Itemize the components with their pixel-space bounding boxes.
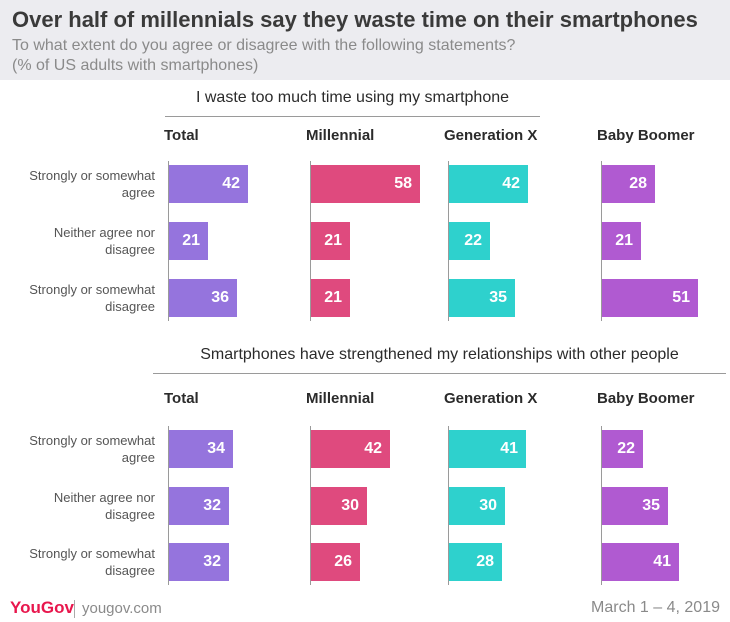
statement-title: I waste too much time using my smartphon…	[195, 89, 510, 106]
data-label: 42	[502, 175, 520, 192]
bar	[449, 279, 515, 317]
footer-divider	[74, 600, 75, 618]
group-axis	[448, 161, 449, 321]
group-axis	[310, 161, 311, 321]
bar	[602, 279, 698, 317]
data-label: 36	[211, 289, 229, 306]
bar	[169, 222, 208, 260]
bar	[602, 543, 679, 581]
bar	[449, 543, 502, 581]
data-label: 35	[489, 289, 507, 306]
data-label: 22	[464, 232, 482, 249]
statement-title: Smartphones have strengthened my relatio…	[200, 346, 679, 363]
statement-underline	[165, 116, 540, 117]
group-axis	[601, 426, 602, 585]
data-label: 42	[222, 175, 240, 192]
series-header: Generation X	[444, 127, 538, 144]
series-header: Baby Boomer	[597, 127, 695, 144]
data-label: 21	[324, 232, 342, 249]
statement-underline	[153, 373, 726, 374]
data-label: 30	[479, 497, 497, 514]
data-label: 21	[324, 289, 342, 306]
bar	[169, 487, 229, 525]
series-header: Generation X	[444, 390, 538, 407]
bar	[311, 222, 350, 260]
bar	[602, 165, 655, 203]
data-label: 26	[334, 553, 352, 570]
data-label: 58	[394, 175, 412, 192]
bar	[449, 487, 505, 525]
group-axis	[310, 426, 311, 585]
series-header: Total	[164, 390, 199, 407]
footer-date: March 1 – 4, 2019	[591, 599, 720, 616]
data-label: 21	[615, 232, 633, 249]
bar	[602, 222, 641, 260]
header-band: Over half of millennials say they waste …	[0, 0, 730, 80]
data-label: 32	[203, 497, 221, 514]
bar	[311, 487, 367, 525]
group-axis	[168, 161, 169, 321]
series-header: Millennial	[306, 127, 375, 144]
bar	[449, 222, 490, 260]
bar	[602, 487, 668, 525]
row-label: Strongly or somewhat agree	[29, 433, 155, 465]
row-label: Strongly or somewhat disagree	[29, 282, 155, 314]
data-label: 28	[629, 175, 647, 192]
bar	[169, 165, 248, 203]
data-label: 22	[617, 440, 635, 457]
bar	[311, 279, 350, 317]
bar	[311, 165, 420, 203]
bar	[169, 279, 237, 317]
chart-title: Over half of millennials say they waste …	[12, 7, 698, 32]
data-label: 41	[653, 553, 671, 570]
data-label: 51	[672, 289, 690, 306]
group-axis	[448, 426, 449, 585]
data-label: 41	[500, 440, 518, 457]
bar	[311, 543, 360, 581]
footer-url: yougov.com	[82, 600, 162, 617]
row-label: Neither agree nor disagree	[53, 490, 155, 522]
bar	[169, 543, 229, 581]
bar	[449, 165, 528, 203]
chart-subtitle: To what extent do you agree or disagree …	[12, 37, 516, 54]
series-header: Baby Boomer	[597, 390, 695, 407]
bar	[602, 430, 643, 468]
data-label: 28	[476, 553, 494, 570]
data-label: 32	[203, 553, 221, 570]
group-axis	[168, 426, 169, 585]
bar	[169, 430, 233, 468]
data-label: 42	[364, 440, 382, 457]
bar	[311, 430, 390, 468]
yougov-logo: YouGov	[10, 598, 74, 617]
data-label: 21	[182, 232, 200, 249]
bar	[449, 430, 526, 468]
data-label: 35	[642, 497, 660, 514]
series-header: Total	[164, 127, 199, 144]
data-label: 34	[207, 440, 225, 457]
row-label: Neither agree nor disagree	[53, 225, 155, 257]
chart-subtitle-note: (% of US adults with smartphones)	[12, 57, 259, 74]
row-label: Strongly or somewhat agree	[29, 168, 155, 200]
data-label: 30	[341, 497, 359, 514]
group-axis	[601, 161, 602, 321]
row-label: Strongly or somewhat disagree	[29, 546, 155, 578]
series-header: Millennial	[306, 390, 375, 407]
